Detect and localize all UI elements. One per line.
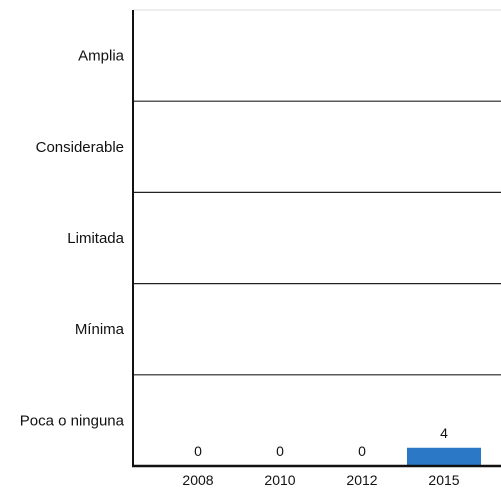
gridlines	[133, 9, 501, 376]
x-tick-label: 2008	[182, 472, 213, 488]
x-tick-label: 2010	[264, 472, 295, 488]
bar	[407, 447, 481, 466]
data-label: 0	[358, 443, 366, 459]
x-tick-label: 2012	[346, 472, 377, 488]
data-label: 0	[194, 443, 202, 459]
data-label: 0	[276, 443, 284, 459]
band-label: Amplia	[78, 48, 125, 65]
band-label: Considerable	[36, 139, 124, 156]
bars	[407, 447, 481, 466]
band-labels: Poca o ninguna Mínima Limitada Considerable…	[20, 48, 125, 430]
band-label: Limitada	[67, 230, 124, 247]
data-label: 4	[440, 425, 448, 441]
x-tick-labels: 2008 2010 2012 2015	[182, 472, 459, 488]
band-label: Poca o ninguna	[20, 412, 125, 429]
data-labels: 0 0 0 4	[194, 425, 448, 459]
x-tick-label: 2015	[428, 472, 459, 488]
band-label: Mínima	[75, 321, 125, 338]
